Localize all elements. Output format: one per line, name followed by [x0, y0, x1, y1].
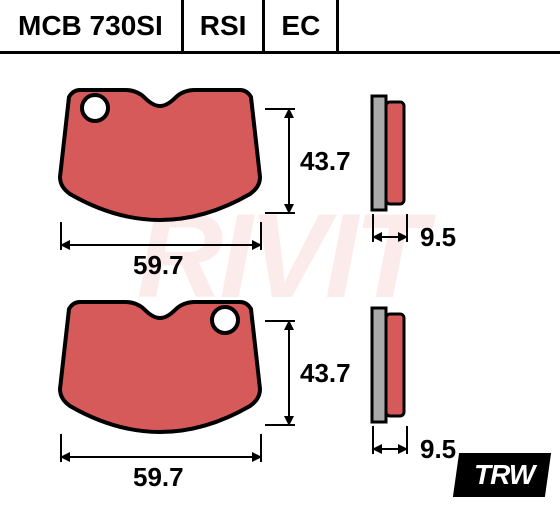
- dim-height-bottom: 43.7: [300, 358, 351, 389]
- product-code-main: MCB 730SI: [0, 0, 184, 51]
- dim-arrow: [372, 444, 382, 454]
- dim-line-horiz: [60, 456, 262, 458]
- dim-arrow: [284, 108, 294, 118]
- dim-arrow: [252, 240, 262, 250]
- dim-arrow: [398, 444, 408, 454]
- brake-pad-top-side: [370, 94, 410, 217]
- dim-thickness-top: 9.5: [420, 222, 456, 253]
- brake-pad-bottom-front: [55, 294, 265, 434]
- dim-line-horiz: [60, 244, 262, 246]
- dim-thickness-bottom: 9.5: [420, 434, 456, 465]
- product-variant-1: RSI: [184, 0, 266, 51]
- dim-arrow: [284, 416, 294, 426]
- dim-arrow: [284, 204, 294, 214]
- dim-arrow: [252, 452, 262, 462]
- brand-logo: TRW: [453, 453, 551, 497]
- dim-width-top: 59.7: [133, 250, 184, 281]
- dim-arrow: [284, 320, 294, 330]
- dim-arrow: [60, 240, 70, 250]
- dim-width-bottom: 59.7: [133, 462, 184, 493]
- dim-arrow: [372, 232, 382, 242]
- dim-arrow: [60, 452, 70, 462]
- dim-line-vert: [288, 108, 290, 214]
- dim-line-vert: [288, 320, 290, 426]
- dim-arrow: [398, 232, 408, 242]
- header-row: MCB 730SI RSI EC: [0, 0, 560, 54]
- diagram-area: 43.7 59.7 9.5 43.7 59.7 9.5: [0, 54, 560, 511]
- brake-pad-top-front: [55, 82, 265, 222]
- product-variant-2: EC: [265, 0, 339, 51]
- brake-pad-bottom-side: [370, 306, 410, 429]
- dim-height-top: 43.7: [300, 146, 351, 177]
